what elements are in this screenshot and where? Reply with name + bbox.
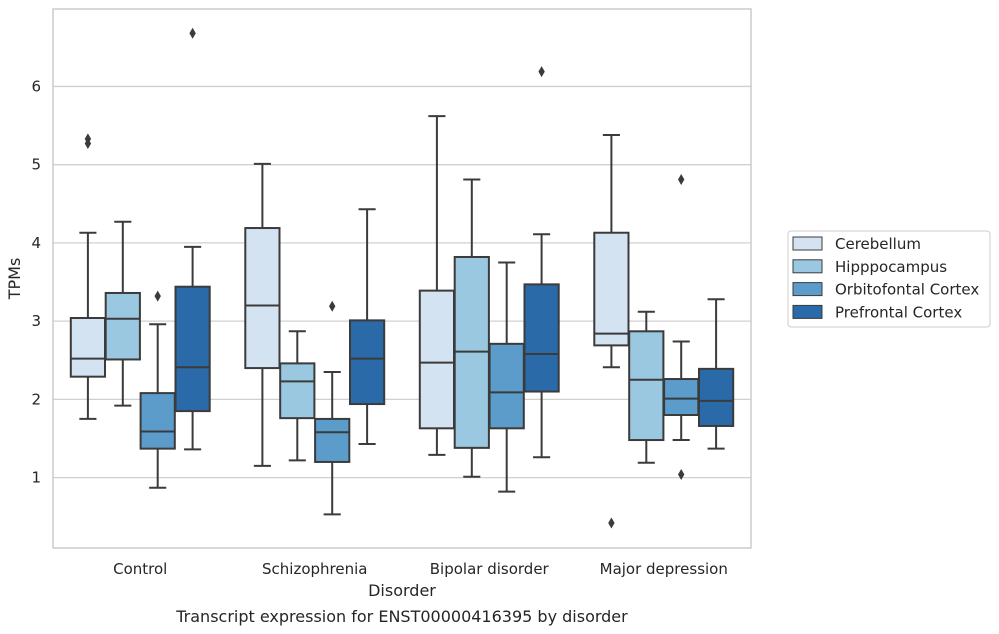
- legend-swatch: [792, 236, 823, 251]
- box-iqr: [593, 231, 630, 347]
- outlier-point: [329, 300, 336, 312]
- box-iqr: [244, 227, 281, 370]
- box-0-0: [69, 133, 107, 420]
- x-tick-label: Control: [113, 560, 167, 578]
- y-tick-label: 4: [31, 234, 41, 252]
- y-tick-label: 2: [31, 390, 41, 408]
- box-series: [69, 27, 735, 529]
- box-0-3: [174, 27, 211, 451]
- x-tick-label: Major depression: [600, 560, 728, 578]
- box-iqr: [104, 291, 141, 361]
- legend-label: Cerebellum: [835, 235, 921, 253]
- box-1-3: [348, 208, 386, 445]
- outlier-point: [189, 27, 196, 39]
- box-1-1: [279, 330, 316, 462]
- x-axis-title: Disorder: [368, 581, 436, 600]
- box-iqr: [418, 289, 456, 430]
- outlier-point: [538, 66, 545, 78]
- box-3-0: [593, 133, 630, 529]
- box-iqr: [697, 367, 735, 427]
- box-iqr: [174, 285, 211, 413]
- y-tick-label: 6: [31, 77, 41, 95]
- legend-swatch: [792, 282, 823, 297]
- box-3-3: [697, 298, 735, 450]
- box-0-2: [139, 290, 176, 489]
- box-iqr: [523, 283, 560, 393]
- box-iqr: [348, 319, 386, 406]
- outlier-point: [678, 174, 685, 186]
- legend: Cerebellum Hipppocampus Orbitofontal Corte…: [787, 230, 991, 328]
- legend-label: Hipppocampus: [835, 258, 947, 276]
- box-iqr: [69, 317, 107, 378]
- box-2-2: [488, 261, 525, 493]
- plot-frame: [52, 8, 752, 549]
- box-iqr: [279, 362, 316, 420]
- y-tick-labels: 1 2 3 4 5 6: [31, 77, 41, 486]
- box-1-2: [314, 300, 351, 516]
- box-2-0: [418, 115, 456, 456]
- legend-swatch: [792, 304, 823, 319]
- box-2-1: [453, 178, 490, 478]
- y-tick-label: 3: [31, 312, 41, 330]
- y-tick-label: 5: [31, 156, 41, 174]
- box-3-2: [663, 174, 700, 480]
- outlier-point: [154, 290, 161, 302]
- box-iqr: [663, 378, 700, 417]
- chart-caption: Transcript expression for ENST0000041639…: [175, 607, 628, 626]
- box-iqr: [139, 392, 176, 450]
- x-tick-labels: Control Schizophrenia Bipolar disorder Majo…: [113, 560, 728, 578]
- box-1-0: [244, 162, 281, 467]
- y-tick-label: 1: [31, 469, 41, 487]
- legend-items: Cerebellum Hipppocampus Orbitofontal Corte…: [792, 235, 979, 321]
- outlier-point: [678, 468, 685, 480]
- box-0-1: [104, 220, 141, 407]
- box-2-3: [523, 66, 560, 459]
- box-3-1: [628, 310, 665, 464]
- outlier-point: [84, 133, 92, 145]
- legend-label: Orbitofontal Cortex: [835, 281, 979, 299]
- y-axis-title: TPMs: [5, 258, 24, 301]
- x-tick-label: Bipolar disorder: [430, 560, 550, 578]
- box-iqr: [488, 342, 525, 430]
- outlier-point: [608, 517, 615, 529]
- legend-swatch: [792, 259, 823, 274]
- x-tick-label: Schizophrenia: [262, 560, 367, 578]
- legend-label: Prefrontal Cortex: [835, 303, 962, 321]
- legend-frame: [787, 230, 991, 328]
- box-iqr: [314, 417, 351, 463]
- box-iqr: [628, 330, 665, 442]
